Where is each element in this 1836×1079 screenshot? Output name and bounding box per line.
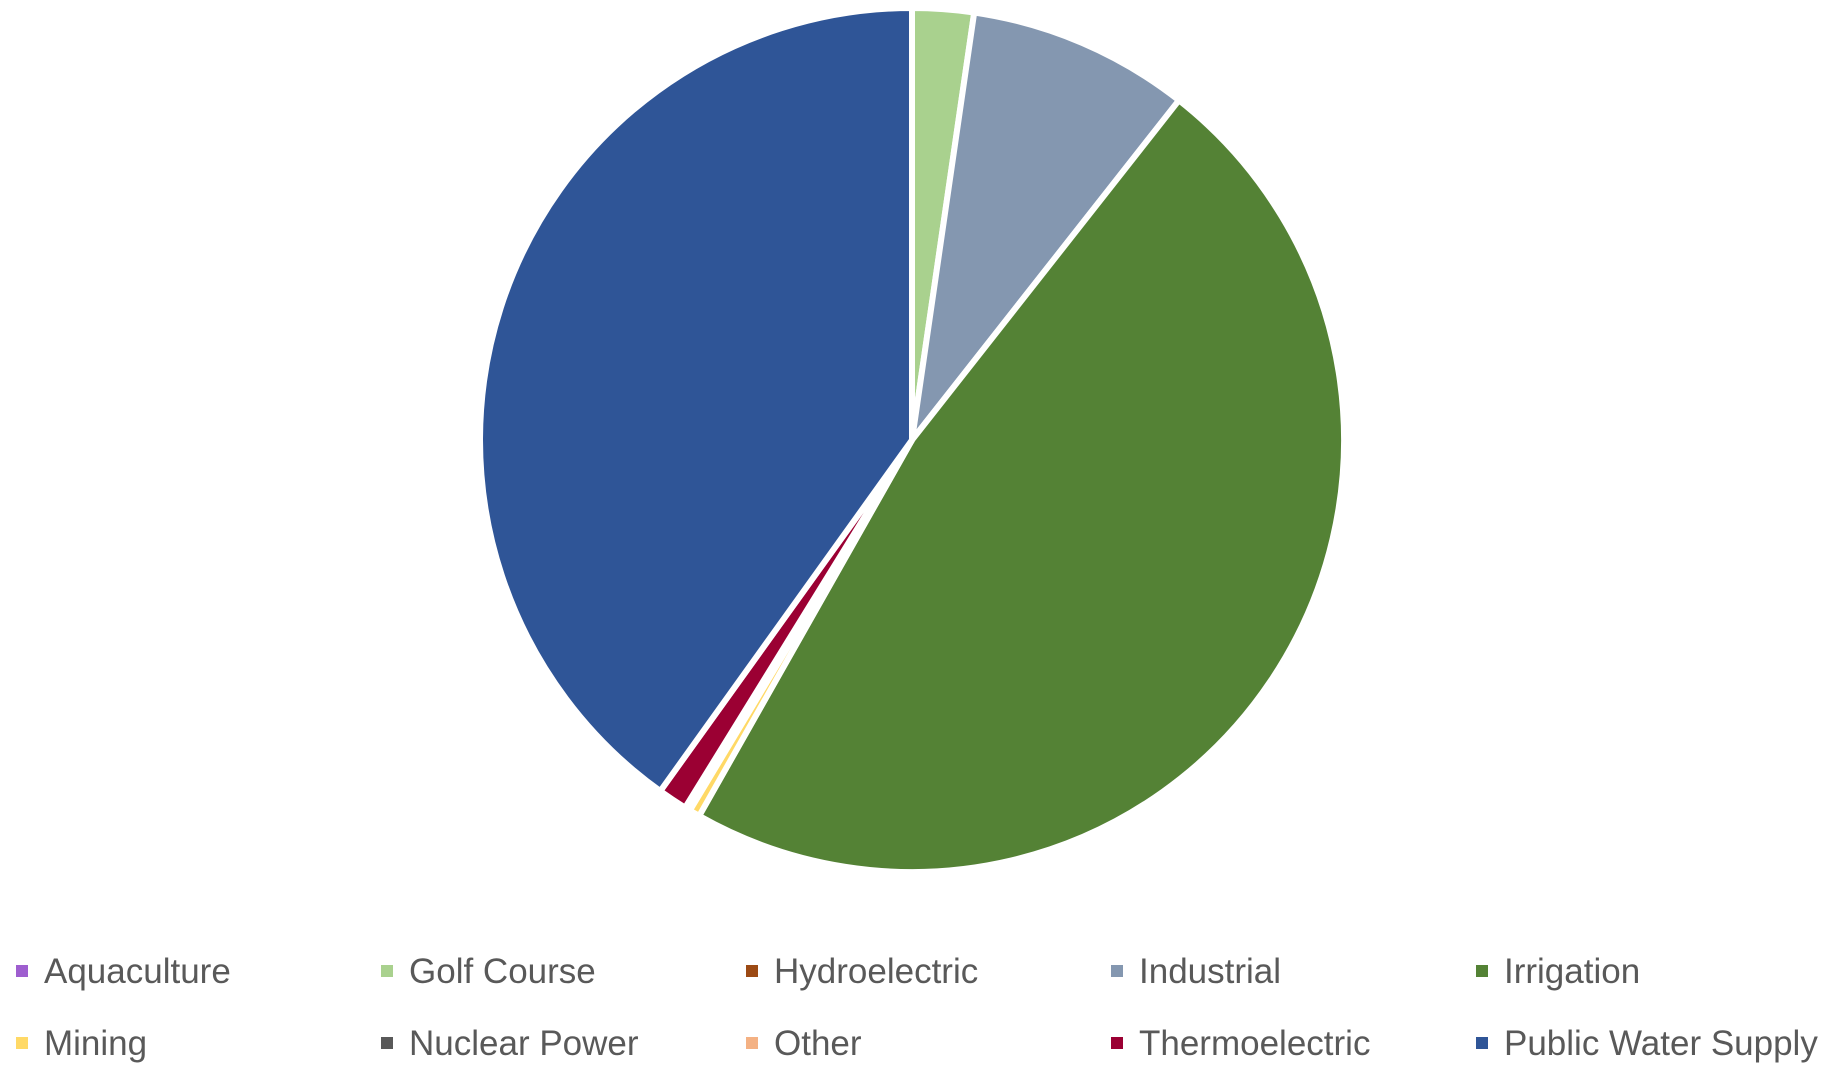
legend-swatch-public-water-supply (1476, 1037, 1488, 1049)
legend-label-hydroelectric: Hydroelectric (774, 951, 979, 991)
legend-item-industrial: Industrial (1111, 935, 1476, 1007)
legend-label-public-water-supply: Public Water Supply (1504, 1023, 1818, 1063)
legend-swatch-hydroelectric (746, 965, 758, 977)
legend-label-other: Other (774, 1023, 862, 1063)
legend-item-golf-course: Golf Course (381, 935, 746, 1007)
legend-swatch-industrial (1111, 965, 1123, 977)
legend-item-nuclear-power: Nuclear Power (381, 1007, 746, 1079)
legend-label-thermoelectric: Thermoelectric (1139, 1023, 1371, 1063)
pie-slice-irrigation (696, 97, 1348, 876)
legend-item-hydroelectric: Hydroelectric (746, 935, 1111, 1007)
legend-item-public-water-supply: Public Water Supply (1476, 1007, 1832, 1079)
legend-label-industrial: Industrial (1139, 951, 1282, 991)
legend-swatch-other (746, 1037, 758, 1049)
legend-label-golf-course: Golf Course (409, 951, 596, 991)
legend-item-irrigation: Irrigation (1476, 935, 1832, 1007)
legend: Aquaculture Golf Course Hydroelectric In… (16, 935, 1832, 1079)
legend-swatch-aquaculture (16, 965, 28, 977)
pie-chart: Aquaculture Golf Course Hydroelectric In… (16, 5, 1818, 1061)
pie-slice-public-water-supply (477, 5, 915, 795)
legend-label-irrigation: Irrigation (1504, 951, 1641, 991)
legend-item-other: Other (746, 1007, 1111, 1079)
pie-slice-industrial (909, 9, 1182, 443)
pie-plot-area (477, 5, 1348, 876)
legend-item-aquaculture: Aquaculture (16, 935, 381, 1007)
legend-swatch-thermoelectric (1111, 1037, 1123, 1049)
legend-item-thermoelectric: Thermoelectric (1111, 1007, 1476, 1079)
legend-swatch-mining (16, 1037, 28, 1049)
legend-item-mining: Mining (16, 1007, 381, 1079)
legend-swatch-golf-course (381, 965, 393, 977)
legend-label-nuclear-power: Nuclear Power (409, 1023, 639, 1063)
legend-label-aquaculture: Aquaculture (44, 951, 231, 991)
legend-label-mining: Mining (44, 1023, 148, 1063)
legend-swatch-nuclear-power (381, 1037, 393, 1049)
legend-swatch-irrigation (1476, 965, 1488, 977)
